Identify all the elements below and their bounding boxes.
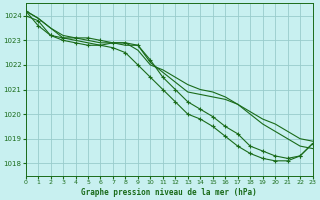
X-axis label: Graphe pression niveau de la mer (hPa): Graphe pression niveau de la mer (hPa) bbox=[81, 188, 257, 197]
